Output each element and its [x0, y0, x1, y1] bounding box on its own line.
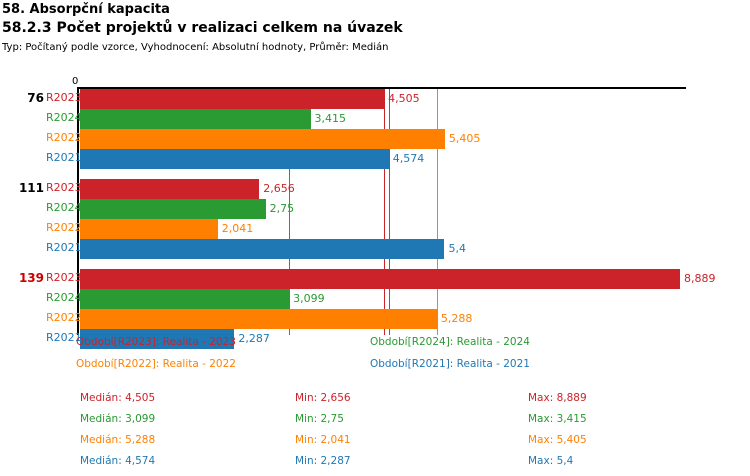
stat-median: Medián: 4,574 — [80, 455, 156, 467]
stat-min: Min: 2,041 — [295, 434, 351, 446]
bar-row[interactable]: R2023 4,505 — [0, 89, 750, 109]
bar-row[interactable]: R2023 8,889 — [0, 269, 750, 289]
stat-median: Medián: 4,505 — [80, 392, 156, 404]
group-label: 111 — [18, 181, 44, 195]
stat-max: Max: 5,405 — [528, 434, 587, 446]
bar-row[interactable]: R2022 5,288 — [0, 309, 750, 329]
bar-value-label: 2,287 — [238, 332, 270, 345]
bar-value-label: 5,4 — [448, 242, 466, 255]
stat-min: Min: 2,75 — [295, 413, 344, 425]
bar-value-label: 4,505 — [388, 92, 420, 105]
y-axis-line — [77, 87, 79, 335]
reference-line-r2022 — [436, 89, 438, 335]
axis-zero-label: 0 — [72, 76, 79, 87]
bar-category-label: R2023 — [46, 181, 82, 194]
bar-value-label: 8,889 — [684, 272, 716, 285]
page-title: 58. Absorpční kapacita — [2, 2, 170, 17]
bar-category-label: R2021 — [46, 151, 82, 164]
bar-rect[interactable] — [80, 219, 218, 239]
stat-median: Medián: 5,288 — [80, 434, 156, 446]
bar-category-label: R2024 — [46, 201, 82, 214]
bar-value-label: 3,415 — [314, 112, 347, 125]
bar-value-label: 4,574 — [392, 152, 425, 165]
stat-min: Min: 2,287 — [295, 455, 351, 467]
bar-category-label: R2021 — [46, 241, 82, 254]
bar-category-label: R2022 — [46, 131, 82, 144]
group-label: 76 — [27, 91, 44, 105]
chart-title: 58.2.3 Počet projektů v realizaci celkem… — [2, 20, 403, 36]
bar-row[interactable]: R2024 3,099 — [0, 289, 750, 309]
bar-row[interactable]: R2024 2,75 — [0, 199, 750, 219]
bar-chart-plot: 0 76 R2023 4,505 R2024 3,415 R2022 5,405 R2021 4… — [0, 60, 750, 349]
bar-category-label: R2024 — [46, 111, 82, 124]
stat-max: Max: 5,4 — [528, 455, 574, 467]
stat-median: Medián: 3,099 — [80, 413, 156, 425]
bar-row[interactable]: R2021 2,287 — [0, 329, 750, 349]
chart-legend: Období[R2023]: Realita - 2023 Období[R202… — [0, 336, 750, 382]
reference-line-r2024 — [289, 89, 291, 335]
bar-category-label: R2023 — [46, 91, 82, 104]
bar-row[interactable]: R2024 3,415 — [0, 109, 750, 129]
bar-rect[interactable] — [80, 109, 311, 129]
legend-item[interactable]: Období[R2021]: Realita - 2021 — [370, 358, 530, 370]
group-label: 139 — [18, 271, 44, 285]
bar-category-label: R2024 — [46, 291, 82, 304]
bar-rect[interactable] — [80, 239, 445, 259]
legend-item[interactable]: Období[R2022]: Realita - 2022 — [76, 358, 236, 370]
bar-rect[interactable] — [80, 289, 290, 309]
bar-rect[interactable] — [80, 199, 266, 219]
bar-rect[interactable] — [80, 179, 260, 199]
bar-value-label: 2,041 — [221, 222, 254, 235]
bar-value-label: 2,656 — [263, 182, 295, 195]
bar-rect[interactable] — [80, 269, 680, 289]
bar-row[interactable]: R2022 2,041 — [0, 219, 750, 239]
bar-value-label: 5,405 — [448, 132, 481, 145]
chart-subtitle: Typ: Počítaný podle vzorce, Vyhodnocení:… — [2, 42, 389, 53]
bar-row[interactable]: R2021 4,574 — [0, 149, 750, 169]
bar-value-label: 2,75 — [269, 202, 295, 215]
bar-rect[interactable] — [80, 89, 385, 109]
stat-max: Max: 3,415 — [528, 413, 587, 425]
bar-value-label: 5,288 — [440, 312, 473, 325]
bar-rect[interactable] — [80, 329, 235, 349]
stat-min: Min: 2,656 — [295, 392, 351, 404]
bar-rect[interactable] — [80, 149, 389, 169]
bar-category-label: R2022 — [46, 221, 82, 234]
bar-category-label: R2021 — [46, 331, 82, 344]
legend-item[interactable]: Období[R2024]: Realita - 2024 — [370, 336, 530, 348]
bar-value-label: 3,099 — [293, 292, 325, 305]
legend-item[interactable]: Období[R2023]: Realita - 2023 — [76, 336, 236, 348]
bar-rect[interactable] — [80, 129, 445, 149]
reference-line-r2023 — [384, 89, 386, 335]
bar-row[interactable]: R2023 2,656 — [0, 179, 750, 199]
bar-rect[interactable] — [80, 309, 437, 329]
bar-row[interactable]: R2021 5,4 — [0, 239, 750, 259]
bar-row[interactable]: R2022 5,405 — [0, 129, 750, 149]
bar-category-label: R2023 — [46, 271, 82, 284]
bar-category-label: R2022 — [46, 311, 82, 324]
reference-line-r2021 — [388, 89, 390, 335]
top-axis-line — [78, 87, 686, 89]
stat-max: Max: 8,889 — [528, 392, 587, 404]
